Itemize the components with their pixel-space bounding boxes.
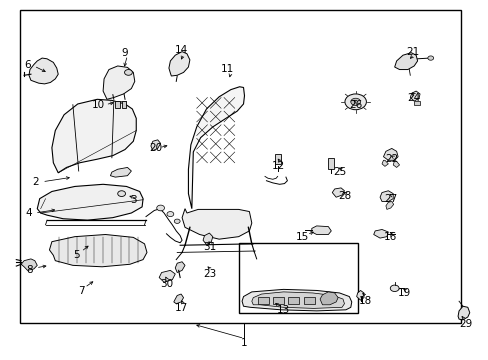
Polygon shape — [37, 184, 143, 220]
Polygon shape — [409, 91, 419, 101]
Polygon shape — [29, 58, 58, 84]
Bar — [258, 297, 268, 304]
Text: 14: 14 — [174, 45, 187, 55]
Polygon shape — [373, 229, 387, 238]
Polygon shape — [159, 270, 175, 282]
Text: 3: 3 — [130, 195, 136, 205]
Bar — [122, 101, 126, 108]
Polygon shape — [203, 233, 212, 244]
Text: 4: 4 — [25, 208, 32, 218]
Bar — [274, 154, 280, 164]
Text: 26: 26 — [348, 100, 362, 111]
Text: 23: 23 — [203, 269, 216, 279]
Polygon shape — [331, 188, 344, 197]
Bar — [288, 297, 299, 304]
Text: 12: 12 — [271, 161, 285, 171]
Text: 9: 9 — [122, 48, 128, 58]
Polygon shape — [110, 167, 131, 177]
Text: 6: 6 — [24, 60, 31, 70]
Text: 13: 13 — [276, 305, 289, 315]
Bar — [272, 297, 283, 304]
Polygon shape — [242, 289, 351, 311]
Text: 28: 28 — [337, 191, 350, 201]
Polygon shape — [49, 234, 147, 267]
Circle shape — [427, 56, 433, 60]
Polygon shape — [21, 259, 37, 270]
Text: 19: 19 — [397, 288, 410, 298]
Circle shape — [389, 285, 398, 292]
Polygon shape — [52, 99, 136, 173]
Bar — [20, 10, 461, 323]
Text: 16: 16 — [384, 232, 397, 242]
Text: 10: 10 — [91, 100, 104, 110]
Text: 20: 20 — [149, 143, 162, 153]
Bar — [328, 158, 333, 168]
Polygon shape — [251, 292, 344, 309]
Text: 17: 17 — [174, 303, 187, 314]
Circle shape — [157, 205, 164, 211]
Polygon shape — [385, 202, 393, 210]
Polygon shape — [311, 226, 330, 234]
Polygon shape — [103, 66, 135, 99]
Circle shape — [174, 219, 180, 224]
Text: 8: 8 — [26, 265, 33, 275]
Polygon shape — [175, 262, 184, 273]
Bar — [115, 101, 120, 108]
Bar — [304, 297, 314, 304]
Text: 31: 31 — [203, 242, 216, 252]
Circle shape — [118, 191, 125, 197]
Polygon shape — [379, 191, 392, 202]
Circle shape — [124, 69, 132, 75]
Polygon shape — [392, 160, 399, 167]
Text: 5: 5 — [73, 250, 80, 260]
Text: 2: 2 — [32, 177, 39, 187]
Polygon shape — [320, 292, 337, 305]
Text: 22: 22 — [385, 154, 398, 164]
Bar — [238, 243, 357, 313]
Text: 15: 15 — [295, 232, 308, 242]
Bar — [413, 101, 419, 105]
Polygon shape — [188, 87, 244, 209]
Circle shape — [166, 212, 173, 217]
Text: 30: 30 — [160, 279, 173, 289]
Polygon shape — [356, 291, 363, 300]
Polygon shape — [457, 306, 469, 320]
Polygon shape — [173, 294, 183, 304]
Text: 21: 21 — [405, 46, 419, 57]
Text: 27: 27 — [384, 194, 397, 204]
Text: 24: 24 — [407, 93, 420, 103]
Text: 25: 25 — [332, 167, 346, 177]
Text: 18: 18 — [358, 296, 371, 306]
Polygon shape — [182, 209, 251, 239]
Polygon shape — [383, 148, 397, 160]
Polygon shape — [394, 53, 417, 69]
Text: 29: 29 — [459, 319, 472, 329]
Circle shape — [350, 98, 360, 105]
Polygon shape — [168, 51, 189, 76]
Circle shape — [344, 94, 366, 110]
Polygon shape — [381, 160, 387, 166]
Text: 11: 11 — [221, 64, 234, 74]
Text: 7: 7 — [78, 286, 84, 296]
Polygon shape — [151, 140, 160, 150]
Text: 1: 1 — [241, 338, 247, 348]
